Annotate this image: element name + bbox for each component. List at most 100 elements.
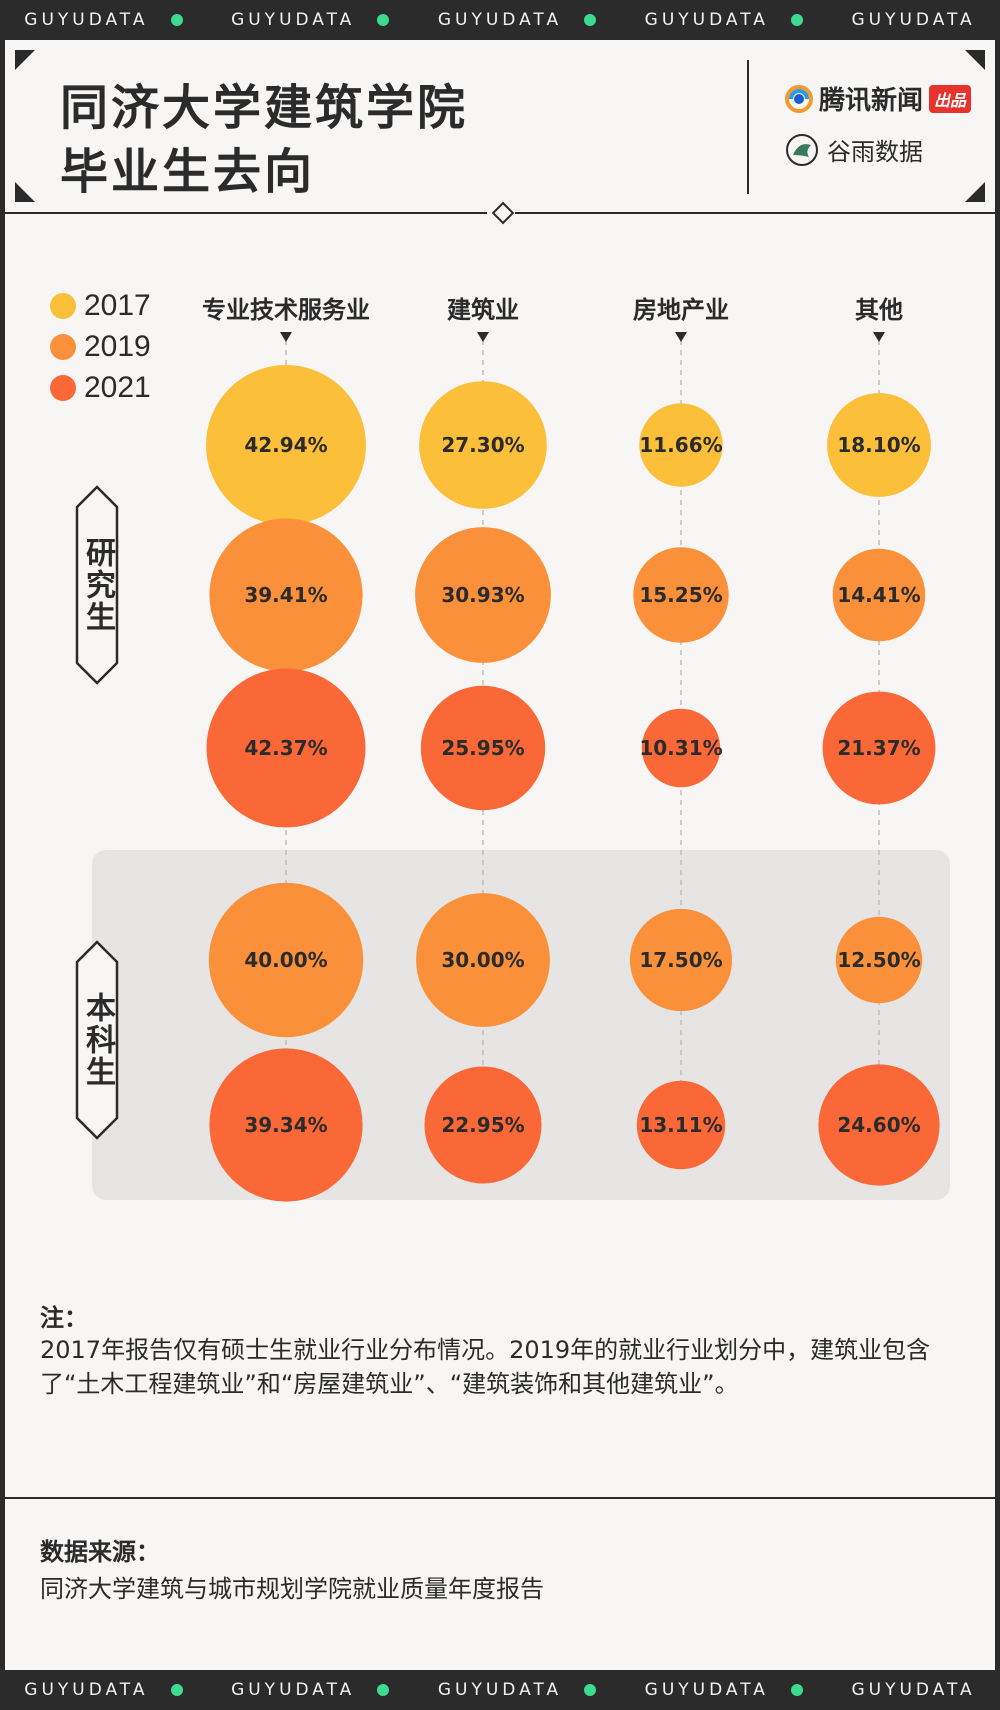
banner-segment: GUYUDATA: [24, 10, 183, 30]
bubble-mark: [639, 403, 723, 487]
banner-segment: GUYUDATA: [645, 1680, 803, 1700]
bubble-value-label: 17.50%: [639, 948, 722, 972]
legend-item-2021: 2021: [50, 367, 151, 408]
legend-label: 2017: [84, 288, 151, 322]
column-arrow-icon: [280, 332, 292, 342]
group-label: 研究生: [80, 537, 115, 633]
legend-item-2017: 2017: [50, 285, 151, 326]
bubble-mark: [209, 518, 363, 672]
banner-text: GUYUDATA: [231, 1680, 356, 1700]
banner-dot: [790, 14, 803, 26]
banner-dot: [170, 1684, 183, 1696]
banner-text: GUYUDATA: [644, 1680, 769, 1700]
column-arrow-icon: [873, 332, 885, 342]
source-title: 数据来源：: [40, 1538, 160, 1566]
header-rule-left: [5, 212, 487, 214]
brand1-name: 腾讯新闻: [819, 86, 924, 116]
corner-mark-icon: [15, 50, 35, 70]
brand1-tag: 出品: [929, 84, 972, 113]
bubble-mark: [636, 1080, 726, 1170]
bubble-value-label: 14.41%: [837, 583, 920, 607]
column-arrow-icon: [675, 332, 687, 342]
banner-text: GUYUDATA: [437, 1680, 563, 1700]
bubble-value-label: 39.34%: [244, 1113, 327, 1137]
bubble-mark: [835, 916, 923, 1004]
bubble-mark: [415, 527, 551, 663]
bubble-value-label: 18.10%: [837, 433, 920, 457]
banner-segment: GUYUDATA: [645, 10, 803, 30]
bubble-mark: [416, 893, 550, 1027]
banner-text: GUYUDATA: [24, 10, 149, 30]
corner-mark-icon: [965, 182, 985, 202]
bubble-mark: [633, 547, 729, 643]
brand-tencent-news: 腾讯新闻 出品: [785, 80, 972, 117]
brand-guyu-data: 谷雨数据: [785, 132, 923, 167]
column-arrow-icon: [477, 332, 489, 342]
bubble-value-label: 42.37%: [244, 736, 327, 760]
bubble-value-label: 15.25%: [639, 583, 722, 607]
legend-label: 2019: [84, 329, 151, 363]
hexagon-tag-icon: [75, 940, 119, 1140]
banner-text: GUYUDATA: [24, 1680, 149, 1700]
bubble-value-label: 13.11%: [639, 1113, 722, 1137]
banner-dot: [790, 1684, 803, 1696]
bubble-mark: [206, 365, 366, 525]
category-label: 专业技术服务业: [202, 296, 370, 324]
banner-text: GUYUDATA: [851, 1680, 976, 1700]
bubble-value-label: 10.31%: [639, 736, 722, 760]
banner-dot: [170, 14, 183, 26]
group-tag-graduate: 研究生: [75, 485, 119, 685]
bubble-value-label: 12.50%: [837, 948, 920, 972]
bottom-banner: GUYUDATA GUYUDATA GUYUDATA GUYUDATA GUYU…: [0, 1670, 1000, 1710]
corner-mark-icon: [965, 50, 985, 70]
bubble-mark: [209, 1048, 363, 1202]
bubble-value-label: 30.93%: [441, 583, 524, 607]
corner-mark-icon: [15, 182, 35, 202]
banner-text: GUYUDATA: [851, 10, 976, 30]
banner-dot: [584, 14, 597, 26]
bubble-chart: 42.94% 27.30% 11.66% 18.10% 39.41% 30.93% 15.2…: [206, 332, 940, 1202]
category-label: 建筑业: [447, 296, 519, 324]
group-label: 本科生: [80, 992, 115, 1088]
guyu-data-logo-icon: [786, 133, 818, 166]
banner-segment: GUYUDATA: [437, 10, 597, 30]
legend-swatch: [50, 292, 76, 319]
category-label: 房地产业: [633, 296, 729, 324]
banner-segment: GUYUDATA: [231, 10, 390, 30]
legend: 2017 2019 2021: [50, 285, 151, 408]
bubble-value-label: 22.95%: [441, 1113, 524, 1137]
bubble-mark: [208, 882, 364, 1038]
category-label: 其他: [855, 296, 903, 324]
top-banner: GUYUDATA GUYUDATA GUYUDATA GUYUDATA GUYU…: [0, 0, 1000, 40]
bubble-value-label: 30.00%: [441, 948, 524, 972]
banner-dot: [377, 1684, 390, 1696]
header-rule-right: [515, 212, 995, 214]
group-tag-undergraduate: 本科生: [75, 940, 119, 1140]
bubble-mark: [832, 548, 926, 642]
hexagon-tag-icon: [75, 485, 119, 685]
bubble-mark: [822, 691, 936, 805]
banner-segment: GUYUDATA: [231, 1680, 390, 1700]
banner-segment: GUYUDATA: [851, 10, 975, 30]
banner-segment: GUYUDATA: [24, 1680, 183, 1700]
header: 同济大学建筑学院 毕业生去向 腾讯新闻 出品 谷雨数据: [5, 40, 995, 212]
page-title-line1: 同济大学建筑学院: [60, 80, 469, 136]
bubble-value-label: 42.94%: [244, 433, 327, 457]
legend-item-2019: 2019: [50, 326, 151, 367]
bubble-mark: [420, 685, 546, 811]
banner-text: GUYUDATA: [437, 10, 563, 30]
legend-label: 2021: [84, 370, 151, 404]
note-title: 注：: [40, 1304, 88, 1332]
banner-text: GUYUDATA: [231, 10, 356, 30]
source-text: 同济大学建筑与城市规划学院就业质量年度报告: [40, 1575, 544, 1603]
footer-divider: [5, 1497, 995, 1499]
bubble-mark: [818, 1064, 940, 1186]
bubble-mark: [206, 668, 366, 828]
bubble-mark: [827, 393, 931, 497]
bubble-value-label: 25.95%: [441, 736, 524, 760]
bubble-mark: [641, 708, 721, 788]
note-text: 2017年报告仅有硕士生就业行业分布情况。2019年的就业行业划分中，建筑业包含…: [40, 1336, 931, 1398]
legend-swatch: [50, 374, 76, 401]
infographic-card: 同济大学建筑学院 毕业生去向 腾讯新闻 出品 谷雨数据 2017 2019 20…: [5, 40, 995, 1670]
tencent-news-logo-icon: [785, 84, 813, 113]
